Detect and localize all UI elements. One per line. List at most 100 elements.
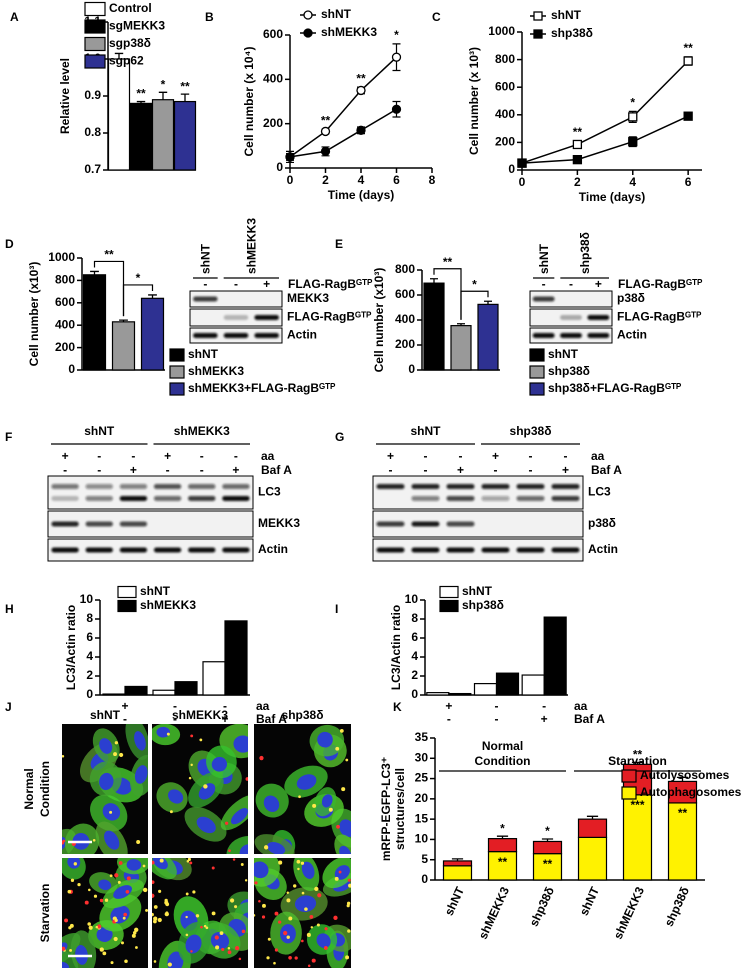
legend-label: shp38δ [548, 364, 590, 378]
puncta [238, 957, 242, 961]
puncta [92, 838, 96, 842]
blot-row [529, 290, 613, 308]
nucleus [301, 861, 315, 879]
puncta [211, 866, 215, 870]
y-tick-label: 600 [395, 287, 415, 301]
significance: ** [633, 748, 643, 762]
puncta [323, 946, 328, 950]
puncta [195, 914, 200, 918]
bar [667, 802, 698, 881]
blot-band [51, 495, 79, 501]
puncta [185, 915, 188, 919]
blot-band [446, 495, 475, 501]
panel-letter: C [432, 10, 441, 24]
error-bar [158, 91, 168, 100]
x-tick-label: shp38δ [662, 885, 692, 929]
puncta [186, 859, 190, 863]
legend-label: sgp62 [109, 54, 144, 68]
significance: ** [498, 855, 508, 869]
y-tick-label: 6 [411, 630, 418, 644]
nucleus [316, 933, 331, 949]
series-line [521, 115, 689, 164]
treatment-sign: - [424, 449, 428, 463]
puncta [310, 926, 314, 929]
condition-sign: - [447, 712, 451, 726]
nucleus [233, 735, 248, 753]
puncta [189, 861, 193, 865]
blot-band [85, 521, 113, 527]
puncta [114, 918, 118, 923]
nucleus [99, 738, 113, 754]
blot-band [119, 547, 148, 553]
blot-band [551, 484, 580, 490]
nucleus [99, 772, 114, 791]
bar [426, 692, 450, 696]
y-tick-label: 200 [263, 116, 283, 130]
y-axis-label: LC3/Actin ratio [389, 605, 403, 690]
puncta [278, 860, 283, 865]
nucleus [185, 934, 202, 954]
significance: * [630, 96, 635, 110]
bar [174, 681, 198, 696]
blot-band [254, 333, 279, 338]
treatment-name: FLAG-RagBᴳᵀᴾ [618, 277, 702, 291]
puncta [219, 931, 224, 936]
puncta [203, 924, 207, 928]
puncta [306, 932, 311, 937]
blot-row-label: Actin [287, 328, 317, 342]
nucleus [339, 819, 351, 838]
treatment-sign: - [131, 449, 135, 463]
blot-band [560, 333, 582, 338]
treatment-sign: + [595, 277, 602, 291]
puncta [259, 755, 264, 761]
puncta [152, 893, 155, 898]
puncta [286, 891, 290, 894]
y-tick-label: 600 [263, 27, 283, 41]
y-tick-label: 0 [408, 362, 415, 376]
puncta [301, 891, 305, 895]
x-tick-label: 6 [685, 175, 692, 189]
nucleus [280, 924, 296, 944]
x-tick-label: 2 [322, 173, 329, 187]
bar [442, 865, 473, 881]
y-axis-label: Cell number (x10³) [372, 268, 386, 373]
significance: ** [180, 79, 190, 93]
puncta [113, 936, 118, 942]
marker [391, 52, 402, 62]
y-tick-label: 10 [415, 832, 429, 846]
y-tick-label: 10 [80, 592, 94, 606]
blot-band [411, 484, 440, 490]
puncta [240, 863, 244, 866]
error-bar [541, 838, 554, 842]
puncta [123, 912, 128, 917]
puncta [214, 935, 219, 940]
treatment-sign: + [492, 449, 499, 463]
blot-row-label: Actin [258, 542, 288, 556]
blot-band [532, 296, 555, 302]
blot-band [153, 484, 182, 490]
legend-label: shNT [548, 347, 579, 361]
condition-name: aa [256, 699, 270, 713]
micrograph-column-label: shp38δ [282, 708, 324, 722]
condition-name: aa [574, 699, 588, 713]
legend-swatch [84, 36, 106, 52]
x-tick-label: 8 [429, 173, 436, 187]
y-tick-label: 20 [415, 791, 429, 805]
puncta [118, 861, 123, 865]
bar [448, 692, 472, 696]
condition-sign: - [542, 699, 546, 713]
blot-row [47, 475, 254, 510]
nucleus [239, 844, 248, 854]
puncta [104, 898, 109, 902]
blot-row-label: FLAG-RagBᴳᵀᴾ [287, 310, 371, 324]
treatment-sign: - [166, 463, 170, 477]
blot-group-label: shMEKK3 [245, 218, 259, 274]
blot-band [481, 484, 510, 490]
blot-band [193, 333, 218, 338]
panel-letter: J [5, 700, 12, 714]
blot-row [189, 290, 283, 308]
y-axis-label: Cell number (x 10⁴) [242, 47, 256, 157]
condition-sign: + [541, 712, 548, 726]
puncta [258, 899, 261, 903]
treatment-sign: + [130, 463, 137, 477]
